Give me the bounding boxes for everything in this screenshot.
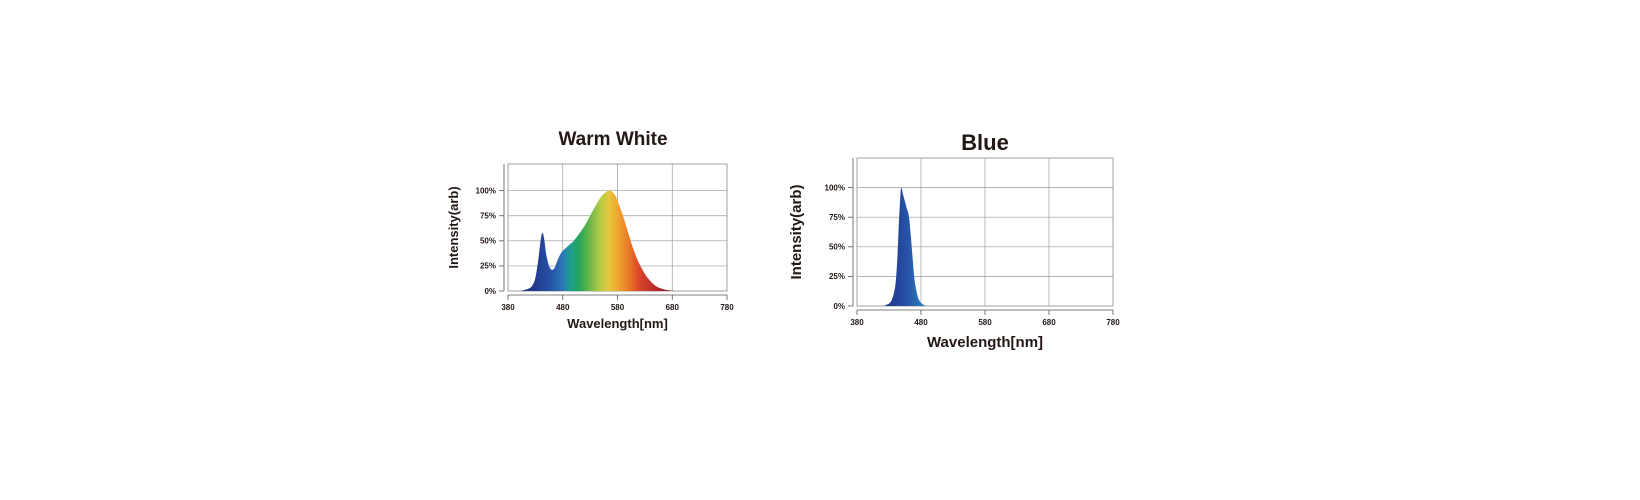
chart-svg: Warm White 380 480 580 680 780 0% 25% 50% 75% 100%… — [446, 129, 734, 331]
y-tick-label: 75% — [480, 212, 496, 221]
x-tick-label: 480 — [556, 303, 570, 312]
x-tick-label: 480 — [914, 318, 928, 327]
y-tick-label: 25% — [829, 272, 845, 281]
y-tick-label: 50% — [480, 237, 496, 246]
warm-white-chart: Warm White 380 480 580 680 780 0% 25% 50% 75% 100%… — [446, 125, 780, 345]
y-tick-label: 0% — [833, 302, 845, 311]
y-tick-label: 25% — [480, 262, 496, 271]
blue-chart: Blue 380 480 580 680 780 0% 25% 50% 75% 100% Wavele… — [788, 125, 1180, 365]
chart-title: Warm White — [558, 129, 667, 150]
y-tick-label: 50% — [829, 243, 845, 252]
x-tick-label: 580 — [978, 318, 992, 327]
y-tick-label: 0% — [484, 287, 496, 296]
x-tick-label: 780 — [720, 303, 734, 312]
x-axis-label: Wavelength[nm] — [567, 316, 668, 331]
x-axis-label: Wavelength[nm] — [927, 334, 1043, 351]
x-tick-label: 680 — [1042, 318, 1056, 327]
y-axis-label: Intensity(arb) — [446, 186, 461, 268]
chart-title: Blue — [961, 130, 1009, 155]
chart-svg: Blue 380 480 580 680 780 0% 25% 50% 75% 100% Wavele… — [788, 130, 1120, 351]
x-tick-label: 780 — [1106, 318, 1120, 327]
y-tick-label: 100% — [825, 183, 845, 192]
y-tick-label: 100% — [476, 186, 496, 195]
y-tick-label: 75% — [829, 213, 845, 222]
spectrum-area — [857, 187, 1113, 306]
y-axis-label: Intensity(arb) — [788, 184, 805, 279]
x-tick-label: 580 — [611, 303, 625, 312]
x-tick-label: 380 — [850, 318, 864, 327]
spectrum-area — [508, 190, 695, 291]
x-tick-label: 380 — [501, 303, 515, 312]
x-tick-label: 680 — [666, 303, 680, 312]
